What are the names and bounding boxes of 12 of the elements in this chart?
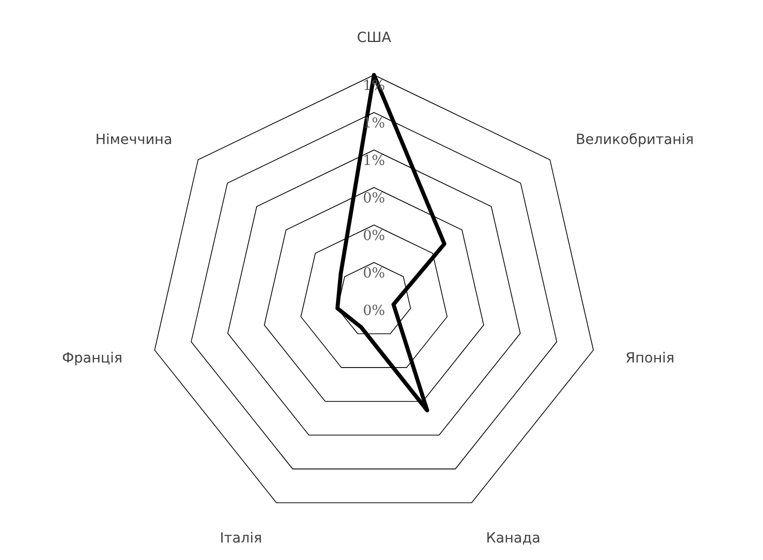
y-tick-label: 0% [362,190,386,206]
spoke-label: Великобританія [576,132,694,148]
y-tick-label: 0% [362,228,386,244]
spoke-label: США [356,30,392,46]
y-tick-label: 1% [362,153,386,169]
spoke-label: Франція [62,350,122,366]
y-tick-label: 0% [362,266,386,282]
spoke-label: Японія [626,350,674,366]
spoke-label: Канада [486,530,540,546]
y-tick-label: 0% [362,303,386,319]
spoke-label: Італія [220,530,262,546]
spoke-label: Німеччина [95,132,172,148]
